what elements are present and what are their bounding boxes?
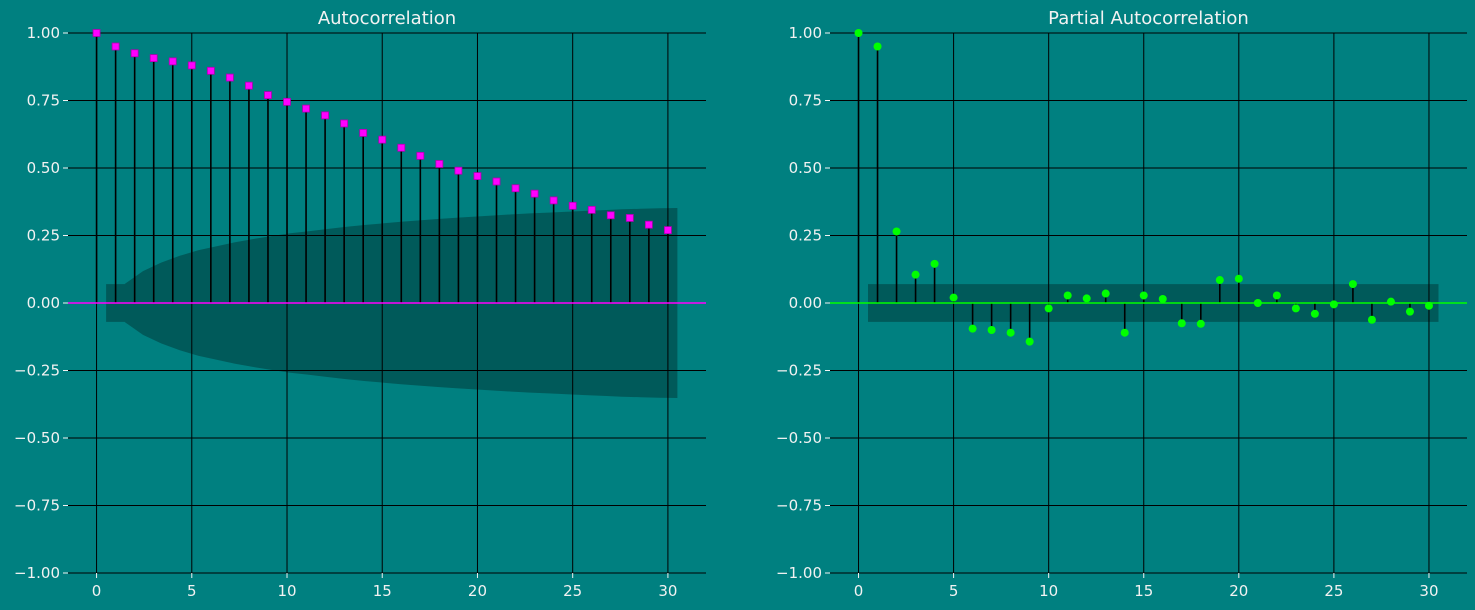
pacf-point-17 <box>1177 319 1186 328</box>
acf-point-8 <box>245 81 253 90</box>
acf-ytick-label: 0.00 <box>27 294 60 312</box>
pacf-point-11 <box>1063 291 1072 300</box>
acf-ytick-label: 1.00 <box>27 24 60 42</box>
pacf-point-7 <box>987 326 996 334</box>
acf-xtick-label: 10 <box>277 582 296 600</box>
acf-point-14 <box>359 128 368 137</box>
acf-point-15 <box>378 135 387 144</box>
acf-ytick-label: −0.75 <box>14 497 60 515</box>
pacf-ytick-label: 1.00 <box>789 24 822 42</box>
pacf-ytick-label: 0.75 <box>789 92 822 110</box>
acf-ytick-label: −0.25 <box>14 362 60 380</box>
pacf-xtick-label: 5 <box>949 582 959 600</box>
pacf-point-30 <box>1424 301 1433 310</box>
pacf-point-3 <box>911 270 920 279</box>
pacf-point-16 <box>1158 294 1167 303</box>
acf-point-17 <box>416 151 425 160</box>
acf-xtick-label: 30 <box>658 582 677 600</box>
pacf-xtick-label: 20 <box>1229 582 1248 600</box>
acf-point-27 <box>606 211 615 220</box>
acf-point-9 <box>264 91 272 99</box>
acf-point-13 <box>340 119 349 128</box>
pacf-point-26 <box>1348 280 1357 289</box>
acf-point-3 <box>149 54 158 63</box>
acf-ytick-label: 0.25 <box>27 227 60 245</box>
pacf-point-6 <box>968 324 977 333</box>
acf-point-22 <box>511 184 520 193</box>
pacf-ytick-label: 0.25 <box>789 227 822 245</box>
pacf-point-4 <box>930 259 939 268</box>
pacf-ytick-label: −0.25 <box>776 362 822 380</box>
acf-point-0 <box>92 29 101 37</box>
acf-point-23 <box>530 189 539 198</box>
acf-point-7 <box>225 73 234 82</box>
pacf-xtick-label: 0 <box>854 582 864 600</box>
pacf-ytick-label: −0.50 <box>776 429 822 447</box>
acf-point-21 <box>492 177 501 186</box>
acf-point-18 <box>435 160 444 168</box>
acf-point-12 <box>321 111 330 120</box>
acf-point-28 <box>625 214 634 222</box>
acf-point-10 <box>283 97 291 106</box>
pacf-point-19 <box>1215 276 1224 285</box>
acf-ytick-label: 0.75 <box>27 92 60 110</box>
pacf-point-13 <box>1101 289 1110 298</box>
acf-ytick-label: −1.00 <box>14 564 60 582</box>
pacf-point-14 <box>1120 328 1129 337</box>
pacf-point-5 <box>949 293 958 302</box>
pacf-ytick-label: 0.00 <box>789 294 822 312</box>
pacf-point-25 <box>1329 300 1338 309</box>
pacf-point-12 <box>1082 294 1091 303</box>
acf-ytick-label: 0.50 <box>27 159 60 177</box>
pacf-point-23 <box>1291 304 1300 313</box>
acf-point-11 <box>302 104 310 113</box>
pacf-point-20 <box>1234 274 1243 283</box>
acf-xtick-label: 15 <box>373 582 392 600</box>
pacf-ytick-label: −0.75 <box>776 497 822 515</box>
pacf-point-15 <box>1139 291 1148 300</box>
pacf-point-9 <box>1025 337 1034 346</box>
pacf-point-29 <box>1405 307 1414 316</box>
pacf-ytick-label: −1.00 <box>776 564 822 582</box>
pacf-panel: 1.00 0.75 0.50 0.25 0.00 −0.25 −0.50 −0.75 −1.00… <box>776 8 1467 600</box>
acf-title: Autocorrelation <box>318 8 456 29</box>
acf-point-20 <box>473 172 482 181</box>
acf-point-1 <box>111 42 120 51</box>
acf-point-19 <box>454 166 463 175</box>
acf-xtick-label: 20 <box>468 582 487 600</box>
acf-xtick-label: 25 <box>563 582 582 600</box>
pacf-point-24 <box>1310 309 1319 318</box>
acf-point-16 <box>397 143 406 152</box>
acf-point-24 <box>549 196 558 205</box>
acf-xtick-label: 0 <box>92 582 102 600</box>
pacf-point-1 <box>873 42 882 51</box>
pacf-point-28 <box>1386 297 1395 306</box>
acf-xtick-label: 5 <box>187 582 197 600</box>
pacf-xtick-label: 15 <box>1134 582 1153 600</box>
acf-point-2 <box>130 49 139 58</box>
pacf-point-21 <box>1253 299 1262 307</box>
acf-ytick-label: −0.50 <box>14 429 60 447</box>
acf-point-30 <box>664 226 672 235</box>
acf-point-25 <box>568 201 577 210</box>
pacf-point-10 <box>1044 304 1053 313</box>
acf-point-26 <box>587 205 596 214</box>
pacf-title: Partial Autocorrelation <box>1048 8 1249 29</box>
pacf-point-22 <box>1272 291 1281 300</box>
pacf-xtick-label: 10 <box>1039 582 1058 600</box>
pacf-xtick-label: 30 <box>1419 582 1438 600</box>
acf-point-29 <box>644 220 653 229</box>
pacf-point-27 <box>1367 315 1376 324</box>
acf-point-4 <box>168 57 177 66</box>
acf-point-6 <box>206 66 215 75</box>
pacf-point-8 <box>1006 328 1015 337</box>
pacf-point-2 <box>892 227 901 236</box>
pacf-point-0 <box>854 29 863 37</box>
acf-panel: 1.00 0.75 0.50 0.25 0.00 −0.25 −0.50 −0.75 −1.00… <box>14 8 706 600</box>
pacf-ytick-label: 0.50 <box>789 159 822 177</box>
pacf-xtick-label: 25 <box>1324 582 1343 600</box>
pacf-point-18 <box>1196 319 1205 328</box>
acf-point-5 <box>187 61 196 70</box>
